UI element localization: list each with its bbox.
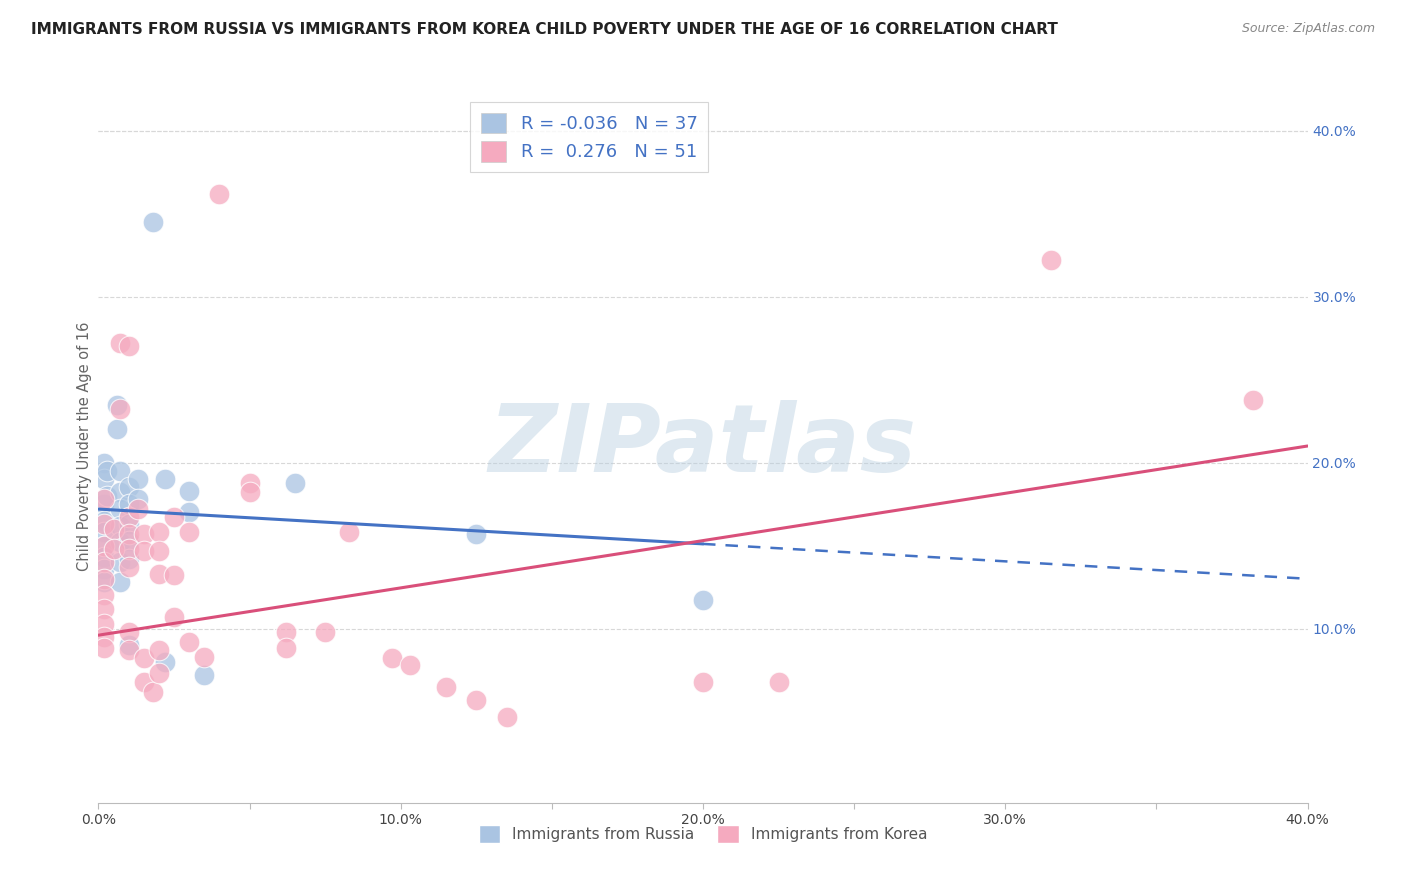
Point [208, 186, 231, 201]
Point [118, 624, 141, 639]
Point [118, 497, 141, 511]
Point [108, 485, 131, 500]
Point [93, 516, 115, 531]
Point [465, 693, 488, 707]
Y-axis label: Child Poverty Under the Age of 16: Child Poverty Under the Age of 16 [77, 321, 91, 571]
Point [337, 525, 360, 540]
Point [142, 684, 165, 698]
Point [179, 505, 201, 519]
Point [495, 709, 517, 723]
Point [153, 655, 176, 669]
Legend: Immigrants from Russia, Immigrants from Korea: Immigrants from Russia, Immigrants from … [472, 819, 934, 848]
Point [179, 525, 201, 540]
Point [93, 492, 115, 507]
Point [93, 472, 115, 486]
Point [93, 539, 115, 553]
Point [108, 464, 131, 478]
Point [118, 638, 141, 652]
Point [314, 624, 336, 639]
Point [163, 568, 186, 582]
Point [96, 464, 118, 478]
Point [127, 502, 149, 516]
Point [118, 533, 141, 548]
Point [108, 575, 131, 590]
Point [153, 472, 176, 486]
Point [434, 680, 457, 694]
Point [148, 543, 170, 558]
Point [193, 649, 215, 664]
Point [179, 635, 201, 649]
Point [768, 674, 790, 689]
Point [132, 651, 155, 665]
Point [1039, 253, 1062, 268]
Point [398, 658, 420, 673]
Point [118, 643, 141, 657]
Point [274, 641, 297, 656]
Point [381, 651, 404, 665]
Point [118, 339, 141, 353]
Point [93, 630, 115, 644]
Point [239, 485, 262, 500]
Point [93, 572, 115, 586]
Point [239, 475, 262, 490]
Point [108, 336, 131, 351]
Point [93, 616, 115, 631]
Point [1241, 392, 1264, 407]
Point [148, 643, 170, 657]
Point [93, 497, 115, 511]
Point [93, 456, 115, 470]
Point [142, 215, 165, 229]
Point [465, 527, 488, 541]
Point [118, 552, 141, 566]
Point [284, 475, 307, 490]
Point [93, 601, 115, 615]
Point [93, 525, 115, 540]
Point [108, 535, 131, 549]
Point [132, 543, 155, 558]
Point [127, 492, 149, 507]
Point [108, 502, 131, 516]
Text: Source: ZipAtlas.com: Source: ZipAtlas.com [1241, 22, 1375, 36]
Point [692, 593, 714, 607]
Point [132, 527, 155, 541]
Point [193, 668, 215, 682]
Point [108, 402, 131, 417]
Point [127, 472, 149, 486]
Point [93, 562, 115, 576]
Point [118, 481, 141, 495]
Point [105, 422, 128, 436]
Point [93, 550, 115, 565]
Text: IMMIGRANTS FROM RUSSIA VS IMMIGRANTS FROM KOREA CHILD POVERTY UNDER THE AGE OF 1: IMMIGRANTS FROM RUSSIA VS IMMIGRANTS FRO… [31, 22, 1057, 37]
Point [148, 525, 170, 540]
Point [108, 555, 131, 569]
Point [692, 674, 714, 689]
Point [93, 575, 115, 590]
Point [93, 555, 115, 569]
Point [93, 588, 115, 602]
Point [108, 518, 131, 533]
Point [132, 674, 155, 689]
Point [148, 666, 170, 681]
Point [93, 641, 115, 656]
Point [274, 624, 297, 639]
Point [105, 397, 128, 411]
Point [93, 539, 115, 553]
Point [103, 522, 125, 536]
Text: ZIPatlas: ZIPatlas [489, 400, 917, 492]
Point [103, 541, 125, 556]
Point [163, 610, 186, 624]
Point [118, 516, 141, 531]
Point [163, 510, 186, 524]
Point [96, 489, 118, 503]
Point [179, 483, 201, 498]
Point [118, 527, 141, 541]
Point [93, 514, 115, 528]
Point [148, 566, 170, 581]
Point [118, 541, 141, 556]
Point [118, 510, 141, 524]
Point [118, 560, 141, 574]
